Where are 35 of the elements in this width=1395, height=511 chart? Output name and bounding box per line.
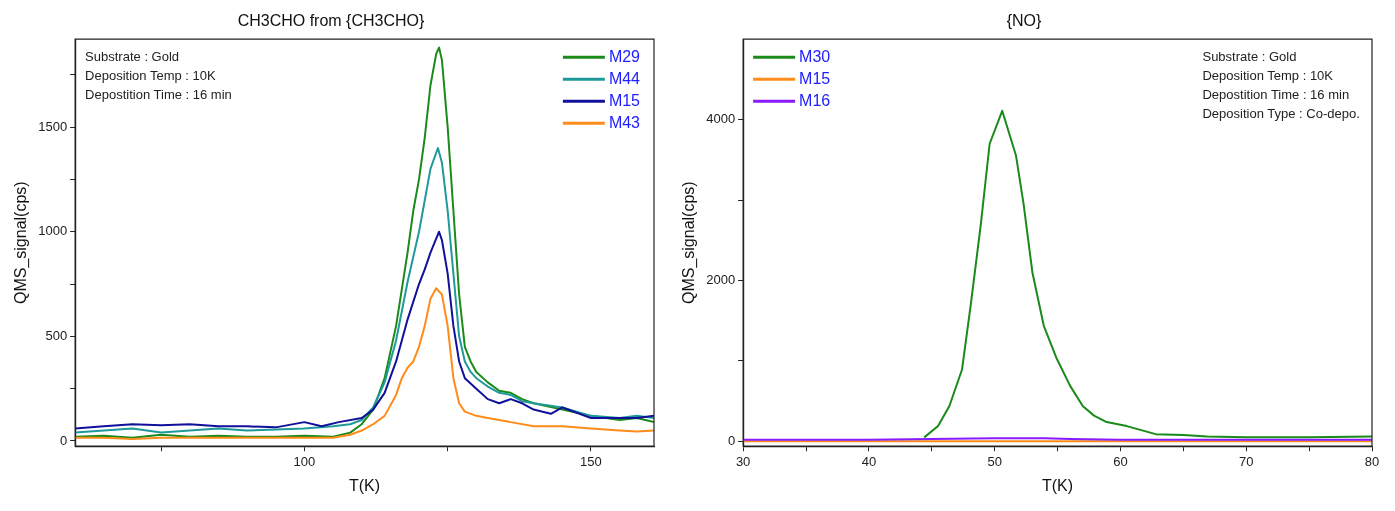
legend-label: M44 xyxy=(608,69,641,87)
annotation: Substrate : Gold xyxy=(85,48,180,64)
legend-label: M30 xyxy=(799,47,831,65)
y-axis-title: QMS_signal(cps) xyxy=(12,181,31,305)
legend-label: M29 xyxy=(608,47,641,65)
x-tick-label: 30 xyxy=(735,453,751,469)
y-axis-title: QMS_signal(cps) xyxy=(680,181,699,305)
legend-label: M15 xyxy=(799,69,831,87)
y-tick-label: 1500 xyxy=(38,118,68,134)
x-tick-label: 70 xyxy=(1238,453,1254,469)
x-tick-label: 80 xyxy=(1364,453,1380,469)
annotation: Depostition Time : 16 min xyxy=(85,86,232,102)
x-tick-label: 150 xyxy=(580,453,602,469)
annotation: Deposition Temp : 10K xyxy=(1202,67,1334,83)
y-tick-label: 2000 xyxy=(706,272,736,288)
chart-title: CH3CHO from {CH3CHO} xyxy=(237,12,426,30)
y-tick-label: 0 xyxy=(727,432,736,448)
x-tick-label: 40 xyxy=(861,453,877,469)
annotation: Deposition Type : Co-depo. xyxy=(1202,105,1360,121)
y-tick-label: 1000 xyxy=(38,223,68,239)
x-axis-title: T(K) xyxy=(349,476,381,494)
legend-label: M16 xyxy=(799,91,831,109)
x-tick-label: 100 xyxy=(293,453,316,469)
legend-label: M43 xyxy=(608,113,641,131)
x-tick-label: 50 xyxy=(987,453,1002,469)
y-tick-label: 0 xyxy=(59,432,68,448)
x-tick-label: 60 xyxy=(1113,453,1128,469)
y-tick-label: 4000 xyxy=(706,111,736,127)
legend-label: M15 xyxy=(608,91,641,109)
annotation: Substrate : Gold xyxy=(1202,48,1297,64)
chart-title: {NO} xyxy=(1006,12,1042,30)
annotation: Deposition Temp : 10K xyxy=(85,67,217,83)
y-tick-label: 500 xyxy=(45,327,68,343)
x-axis-title: T(K) xyxy=(1042,476,1074,494)
annotation: Depostition Time : 16 min xyxy=(1202,86,1350,102)
